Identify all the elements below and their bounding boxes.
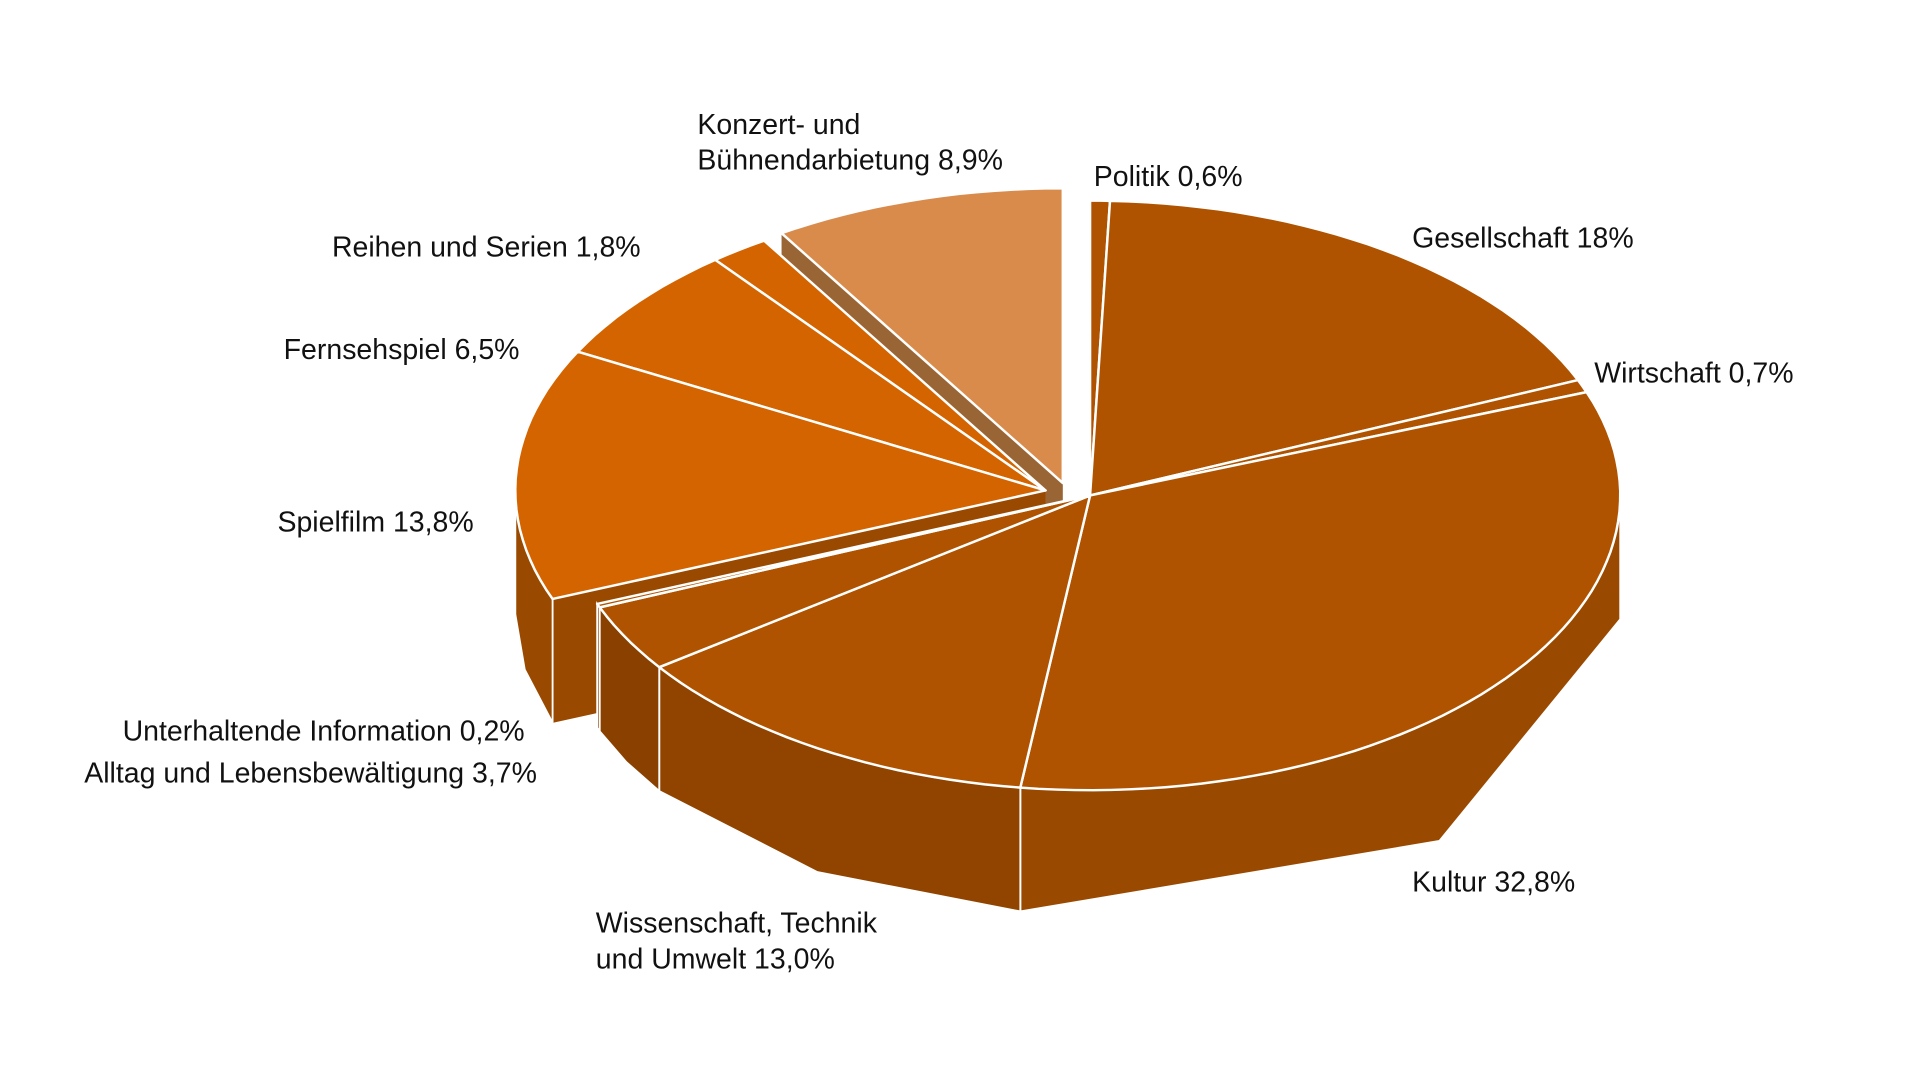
label-fernsehspiel: Fernsehspiel 6,5%: [284, 334, 520, 366]
slice-kultur: [1019, 390, 1622, 792]
label-spielfilm: Spielfilm 13,8%: [277, 506, 473, 538]
label-wissenschaft-line1: Wissenschaft, Technik: [596, 908, 878, 940]
label-kultur: Kultur 32,8%: [1412, 867, 1575, 899]
label-konzert-line2: Bühnendarbietung 8,9%: [697, 145, 1003, 177]
slice-fernsehspiel: [576, 258, 1047, 492]
slice-side-unterhaltende-information: [596, 601, 601, 735]
slice-spielfilm: [514, 350, 1047, 601]
pie-slices: [514, 187, 1622, 913]
label-politik: Politik 0,6%: [1094, 161, 1243, 193]
slice-unterhaltende-information: [595, 494, 1092, 609]
slice-wissenschaft-technik-und-umwelt: [658, 494, 1092, 789]
label-reihen-serien: Reihen und Serien 1,8%: [332, 231, 641, 263]
slice-labels: Politik 0,6% Gesellschaft 18% Wirtschaft…: [84, 109, 1793, 976]
label-wirtschaft: Wirtschaft 0,7%: [1594, 358, 1793, 390]
slice-alltag-und-lebensbewältigung: [598, 494, 1092, 669]
label-gesellschaft: Gesellschaft 18%: [1412, 223, 1634, 255]
slice-gesellschaft: [1088, 199, 1580, 497]
label-unterhaltende-information: Unterhaltende Information 0,2%: [123, 716, 525, 748]
label-alltag: Alltag und Lebensbewältigung 3,7%: [84, 758, 537, 790]
label-wissenschaft-line2: und Umwelt 13,0%: [596, 944, 835, 976]
slice-konzert-und-bühnendarbietung: [780, 187, 1065, 485]
label-konzert-line1: Konzert- und: [697, 109, 860, 141]
